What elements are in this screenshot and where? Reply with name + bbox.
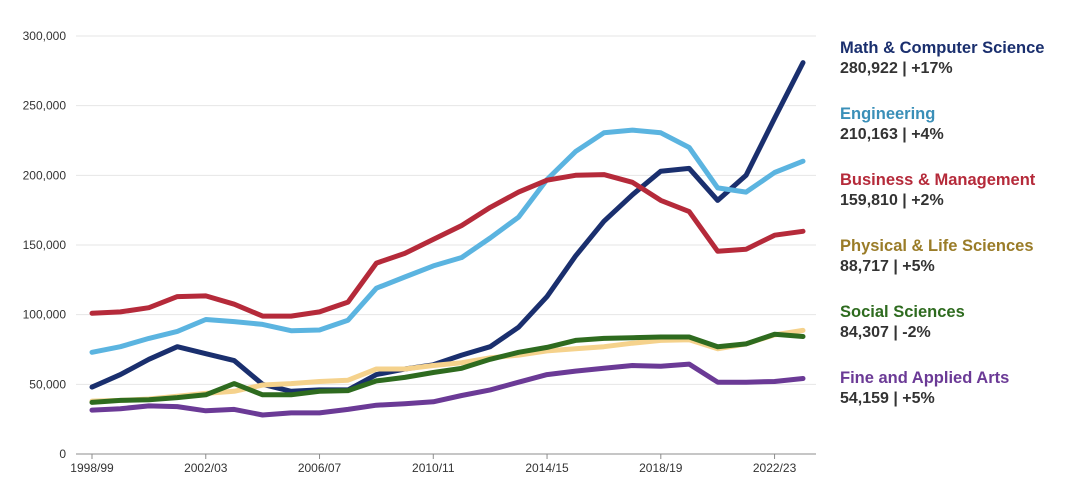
series-line-business-and-management — [89, 172, 806, 319]
y-tick-label: 0 — [59, 447, 66, 461]
series-line-social-sciences — [89, 331, 806, 405]
legend-series-name: Physical & Life Sciences — [840, 237, 1034, 255]
legend-item-physical-and-life-sciences: Physical & Life Sciences 88,717 | +5% — [840, 236, 1075, 277]
legend-series-stat: 280,922 | +17% — [840, 60, 953, 77]
x-tick-label: 2006/07 — [298, 461, 342, 475]
x-tick-label: 2018/19 — [639, 461, 683, 475]
legend-series-name: Business & Management — [840, 171, 1036, 189]
y-tick-label: 100,000 — [23, 308, 67, 322]
x-tick-label: 2014/15 — [525, 461, 569, 475]
legend-item-business-and-management: Business & Management 159,810 | +2% — [840, 170, 1075, 211]
legend-item-math-and-computer-science: Math & Computer Science 280,922 | +17% — [840, 38, 1075, 79]
legend-series-name: Math & Computer Science — [840, 39, 1045, 57]
gridlines — [76, 35, 816, 385]
y-tick-label: 150,000 — [23, 238, 67, 252]
y-tick-label: 200,000 — [23, 168, 67, 182]
y-tick-label: 250,000 — [23, 99, 67, 113]
x-tick-label: 1998/99 — [70, 461, 114, 475]
x-tick-label: 2010/11 — [412, 461, 455, 475]
legend-series-name: Engineering — [840, 105, 936, 123]
x-tick-label: 2022/23 — [753, 461, 797, 475]
legend-item-social-sciences: Social Sciences 84,307 | -2% — [840, 302, 1075, 343]
series-line-fine-and-applied-arts — [89, 361, 806, 418]
series-line-engineering — [89, 127, 806, 355]
line-chart: 0 50,000 100,000 150,000 200,000 250,000 300,0… — [23, 29, 816, 475]
legend-series-stat: 84,307 | -2% — [840, 324, 931, 341]
legend-series-name: Fine and Applied Arts — [840, 369, 1010, 387]
legend-series-name: Social Sciences — [840, 303, 965, 321]
legend-series-stat: 88,717 | +5% — [840, 258, 935, 275]
axes: 0 50,000 100,000 150,000 200,000 250,000 300,0… — [23, 29, 816, 475]
series-line-math-and-computer-science — [89, 60, 806, 394]
legend-item-engineering: Engineering 210,163 | +4% — [840, 104, 1075, 145]
legend-item-fine-and-applied-arts: Fine and Applied Arts 54,159 | +5% — [840, 368, 1075, 409]
x-tick-label: 2002/03 — [184, 461, 228, 475]
legend-series-stat: 210,163 | +4% — [840, 126, 944, 143]
series-lines — [89, 60, 806, 418]
legend-series-stat: 159,810 | +2% — [840, 192, 944, 209]
y-tick-label: 300,000 — [23, 29, 67, 43]
legend-series-stat: 54,159 | +5% — [840, 390, 935, 407]
y-tick-label: 50,000 — [29, 377, 66, 391]
legend: Math & Computer Science 280,922 | +17% Eng… — [840, 38, 1075, 434]
